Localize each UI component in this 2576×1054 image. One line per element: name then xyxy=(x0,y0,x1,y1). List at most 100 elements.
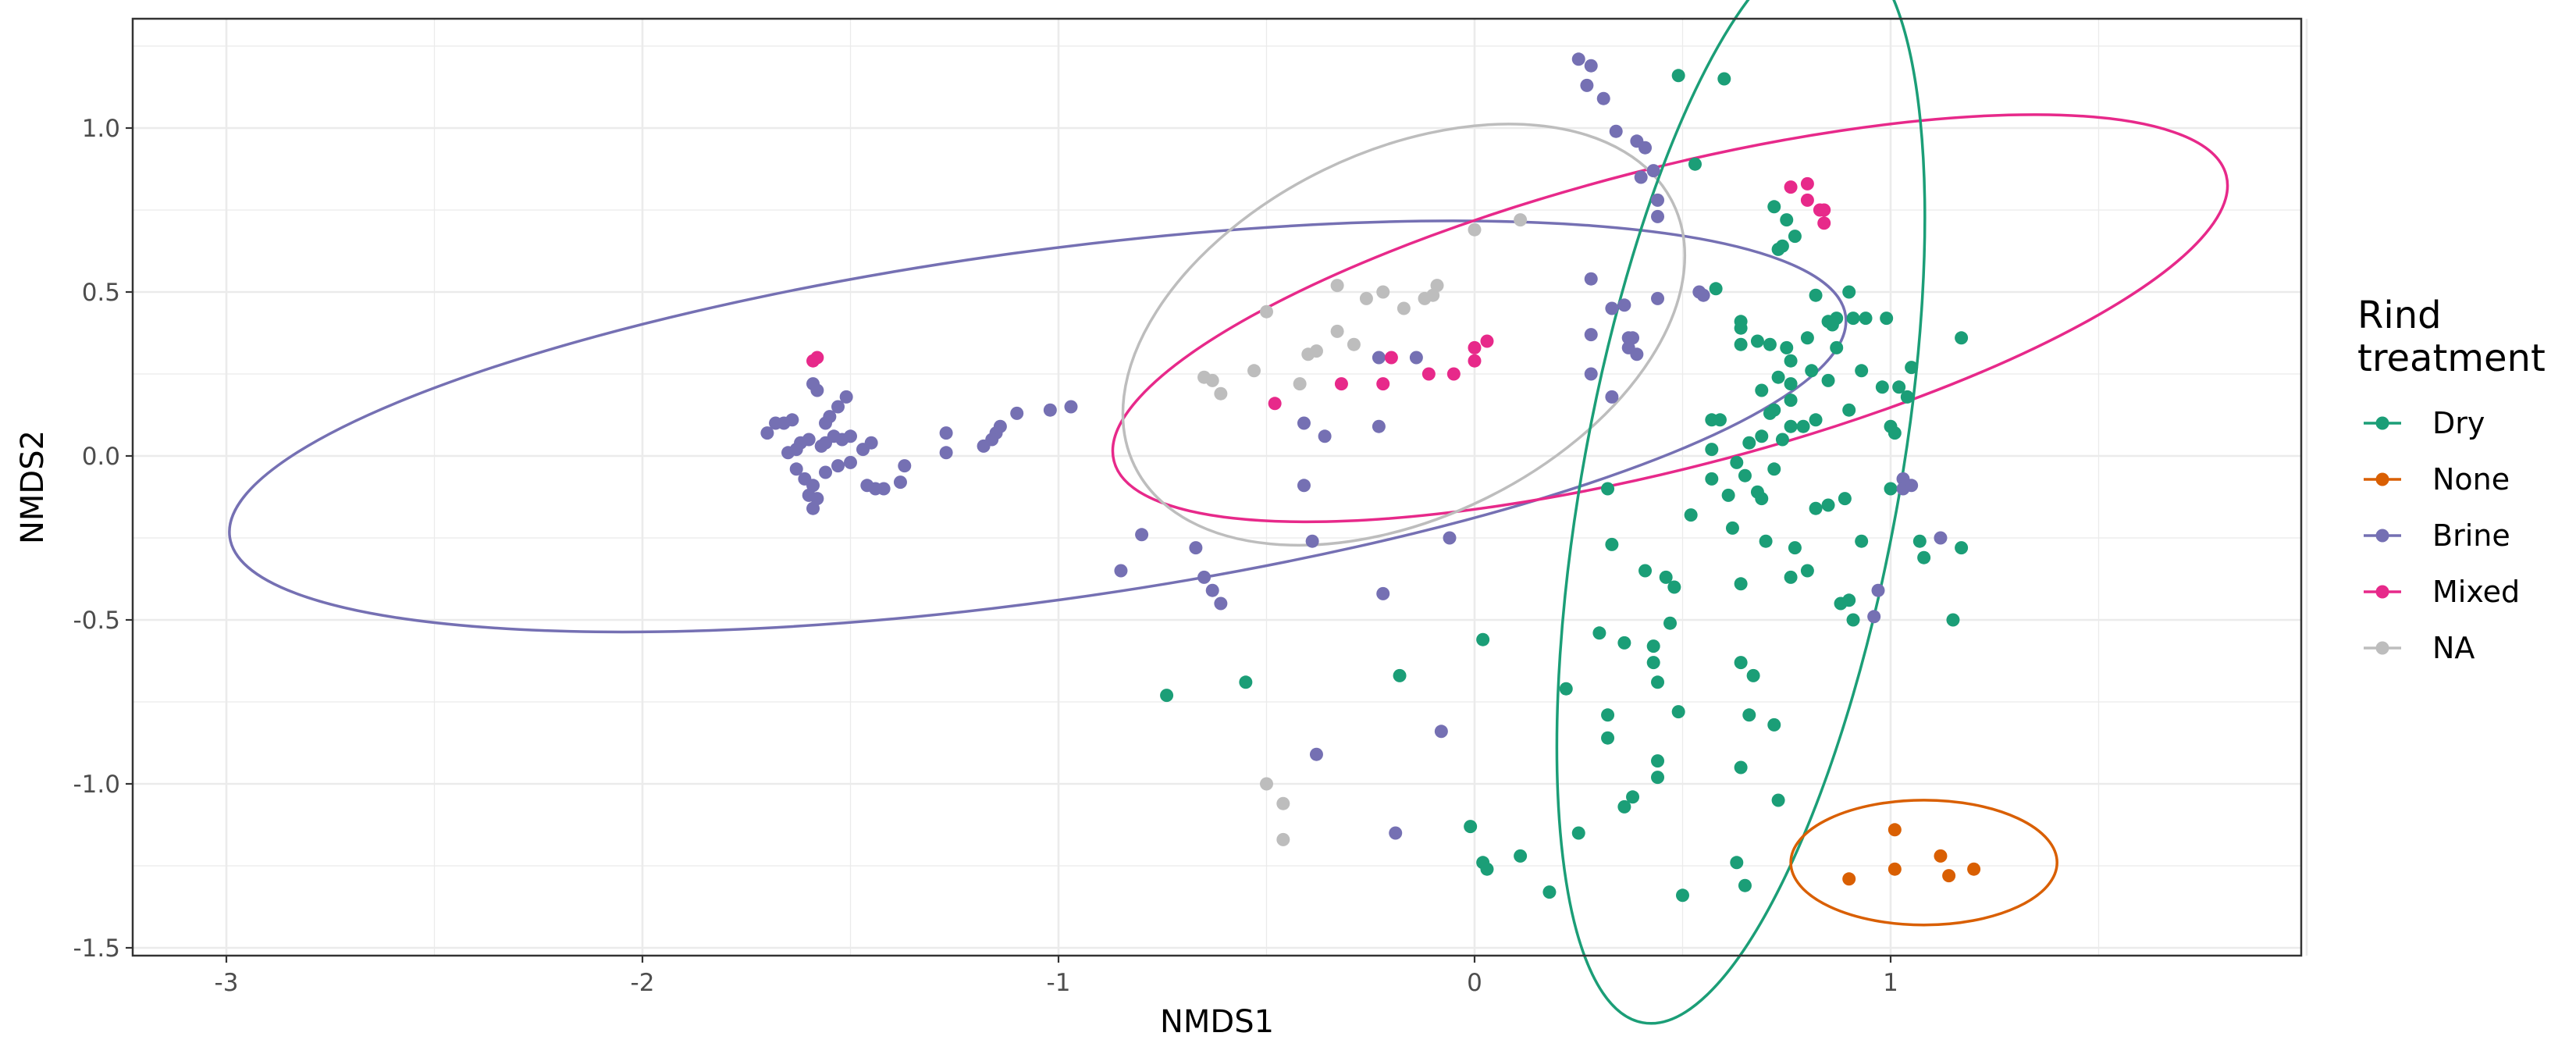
point-dry xyxy=(1651,754,1665,768)
x-tick-label: -1 xyxy=(1047,969,1071,997)
legend-label-na: NA xyxy=(2432,631,2475,665)
point-dry xyxy=(1912,534,1927,548)
point-brine xyxy=(769,416,783,430)
ellipse-dry xyxy=(1555,0,1927,1025)
legend-label-brine: Brine xyxy=(2432,518,2510,553)
point-dry xyxy=(1955,331,1969,345)
panel-border xyxy=(131,17,2303,957)
point-brine xyxy=(839,390,853,404)
point-brine xyxy=(1389,826,1403,840)
point-na xyxy=(1276,796,1290,810)
point-dry xyxy=(1393,668,1407,682)
ellipse-mixed xyxy=(1111,113,2229,524)
point-dry xyxy=(1592,626,1606,640)
point-dry xyxy=(1705,443,1719,457)
point-dry xyxy=(1601,708,1615,722)
point-dry xyxy=(1875,380,1889,394)
point-brine xyxy=(1372,419,1386,433)
point-brine xyxy=(814,439,828,453)
point-dry xyxy=(1738,878,1752,892)
point-brine xyxy=(1651,291,1665,305)
point-dry xyxy=(1859,312,1873,326)
point-dry xyxy=(1780,340,1794,354)
point-dry xyxy=(1809,288,1823,302)
point-dry xyxy=(1651,771,1665,785)
series-dry xyxy=(1160,69,1969,903)
legend-title-line-1: Rind xyxy=(2357,294,2442,337)
point-dry xyxy=(1671,705,1685,719)
point-dry xyxy=(1617,799,1631,814)
point-dry xyxy=(1917,550,1931,564)
point-dry xyxy=(1905,361,1919,375)
point-brine xyxy=(864,436,878,450)
point-dry xyxy=(1830,340,1844,354)
point-dry xyxy=(1734,656,1748,670)
data-points xyxy=(760,52,1981,903)
point-brine xyxy=(1043,403,1057,417)
point-brine xyxy=(893,475,907,490)
y-tick-label: 0.5 xyxy=(82,279,120,307)
point-brine xyxy=(1318,429,1332,443)
point-dry xyxy=(1784,377,1798,391)
point-brine xyxy=(1135,528,1149,542)
ellipse-na xyxy=(1121,123,1687,547)
point-na xyxy=(1301,347,1315,361)
point-dry xyxy=(1730,856,1744,870)
point-na xyxy=(1276,832,1290,846)
point-mixed xyxy=(1384,351,1398,365)
point-dry xyxy=(1750,334,1764,348)
point-brine xyxy=(1596,91,1610,105)
point-dry xyxy=(1784,354,1798,368)
point-dry xyxy=(1755,492,1769,506)
point-na xyxy=(1418,291,1432,305)
point-brine xyxy=(1443,531,1457,545)
point-mixed xyxy=(1468,354,1482,368)
legend-title-line-2: treatment xyxy=(2357,336,2546,380)
point-dry xyxy=(1771,242,1785,256)
point-mixed xyxy=(1480,334,1494,348)
legend-item-brine: Brine xyxy=(2364,518,2510,553)
point-brine xyxy=(1010,406,1024,420)
point-dry xyxy=(1955,541,1969,555)
point-dry xyxy=(1767,718,1781,732)
point-dry xyxy=(1239,675,1253,689)
point-dry xyxy=(1800,331,1814,345)
point-dry xyxy=(1730,455,1744,469)
legend-item-na: NA xyxy=(2364,631,2475,665)
point-dry xyxy=(1946,613,1960,627)
point-mixed xyxy=(1800,176,1814,191)
point-brine xyxy=(1309,747,1323,761)
point-na xyxy=(1330,279,1344,293)
point-brine xyxy=(1605,301,1619,315)
point-dry xyxy=(1709,282,1723,296)
point-dry xyxy=(1784,419,1798,433)
point-brine xyxy=(1064,400,1078,414)
point-brine xyxy=(1905,479,1919,493)
point-none xyxy=(1942,869,1956,883)
point-dry xyxy=(1601,731,1615,745)
point-dry xyxy=(1767,403,1781,417)
point-brine xyxy=(1580,78,1594,92)
point-brine xyxy=(1305,534,1319,548)
point-brine xyxy=(1651,193,1665,207)
y-tick-label: 1.0 xyxy=(82,115,120,143)
point-dry xyxy=(1559,682,1573,696)
point-dry xyxy=(1713,413,1727,427)
legend-dot-none xyxy=(2375,472,2389,486)
point-na xyxy=(1376,285,1390,299)
series-mixed xyxy=(806,176,1831,411)
point-brine xyxy=(819,416,833,430)
point-dry xyxy=(1809,413,1823,427)
point-na xyxy=(1347,337,1361,351)
point-dry xyxy=(1830,312,1844,326)
point-dry xyxy=(1734,760,1748,774)
point-brine xyxy=(1871,583,1885,597)
point-mixed xyxy=(1268,397,1282,411)
point-mixed xyxy=(1468,340,1482,354)
point-dry xyxy=(1617,636,1631,650)
point-brine xyxy=(860,479,874,493)
x-axis: -3 -2 -1 0 1 xyxy=(215,956,1898,997)
point-brine xyxy=(977,439,991,453)
point-brine xyxy=(1584,59,1598,73)
